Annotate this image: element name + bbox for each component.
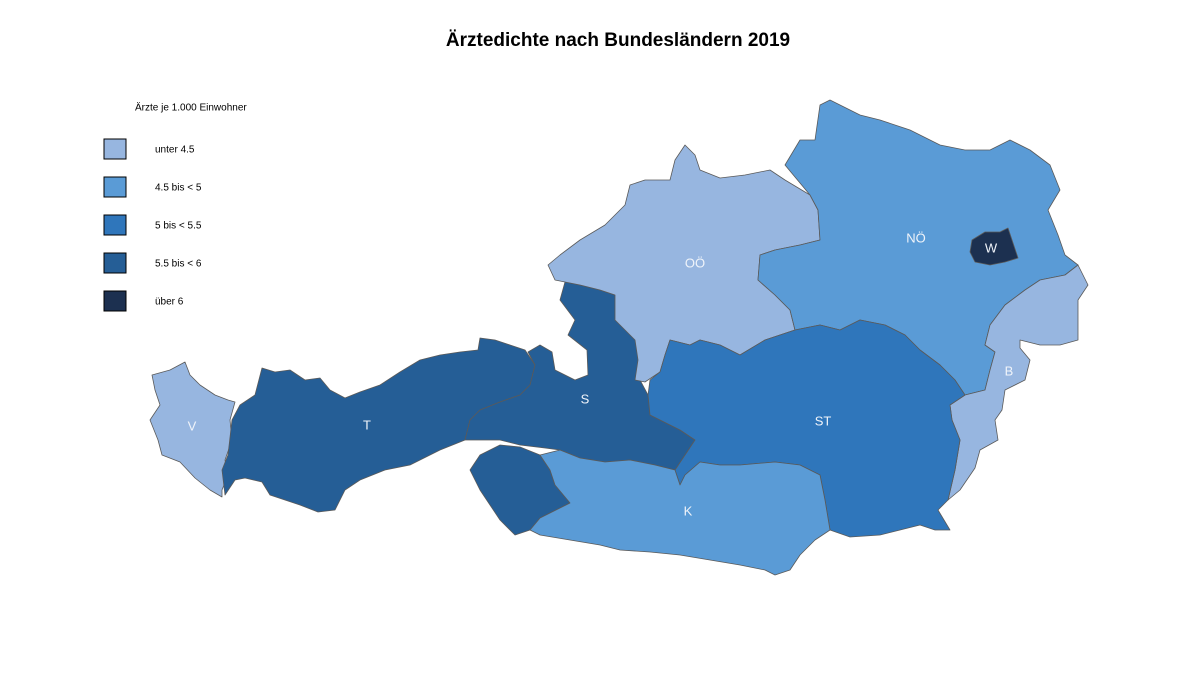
region-label: K [684, 503, 693, 518]
legend-label: 5 bis < 5.5 [155, 221, 202, 232]
region-label: NÖ [906, 230, 926, 245]
legend-swatch [103, 252, 127, 274]
regions [149, 99, 1089, 576]
region-label: ST [815, 413, 832, 428]
legend: unter 4.5 4.5 bis < 5 5 bis < 5.5 5.5 bis <… [103, 138, 202, 312]
legend-swatch [103, 214, 127, 236]
region-label: V [188, 418, 197, 433]
legend-label: über 6 [155, 297, 184, 308]
legend-label: 4.5 bis < 5 [155, 183, 202, 194]
region-label: S [581, 391, 590, 406]
region-b [947, 264, 1089, 501]
legend-label: 5.5 bis < 6 [155, 259, 202, 270]
legend-swatch [103, 138, 127, 160]
legend-swatch [103, 176, 127, 198]
region-label: W [985, 240, 998, 255]
legend-swatch [103, 290, 127, 312]
map-title: Ärztedichte nach Bundesländern 2019 [446, 30, 790, 51]
region-label: OÖ [685, 255, 705, 270]
region-label: T [363, 417, 371, 432]
region-w [969, 227, 1019, 266]
region-labels: V T S OÖ NÖ W B ST K [188, 230, 1014, 518]
legend-label: unter 4.5 [155, 145, 195, 156]
legend-title: Ärzte je 1.000 Einwohner [135, 102, 247, 114]
region-label: B [1005, 363, 1014, 378]
region-k [529, 449, 831, 576]
